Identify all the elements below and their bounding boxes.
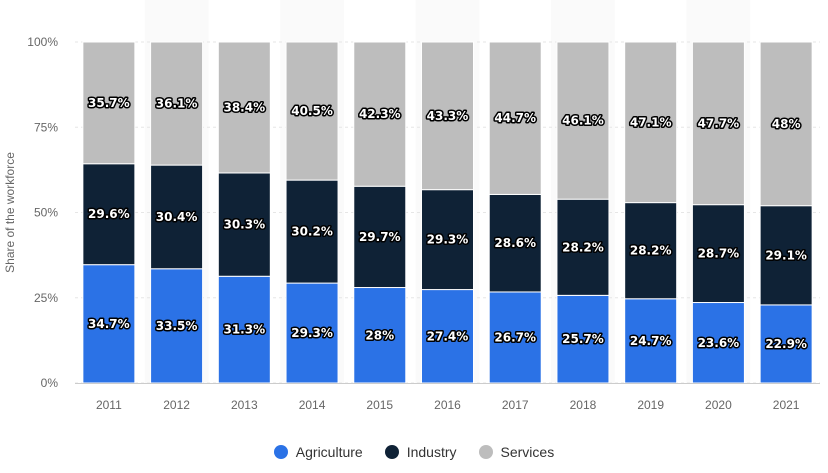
- data-label: 30.4%: [156, 210, 198, 224]
- data-label: 28.2%: [630, 244, 672, 258]
- legend-item-services[interactable]: Services: [478, 444, 555, 460]
- data-label: 30.3%: [223, 218, 265, 232]
- legend-label-services: Services: [500, 444, 555, 460]
- data-label: 29.6%: [88, 207, 130, 221]
- bar-services: [624, 41, 678, 204]
- data-label: 43.3%: [427, 109, 469, 123]
- data-label: 23.6%: [698, 336, 740, 350]
- x-tick-label: 2013: [231, 398, 258, 412]
- data-label: 47.7%: [698, 116, 740, 130]
- data-label: 29.3%: [291, 326, 333, 340]
- bar-services: [759, 41, 813, 207]
- data-label: 46.1%: [562, 114, 604, 128]
- y-tick-label: 50%: [34, 206, 58, 220]
- bar-agriculture: [759, 304, 813, 384]
- bar-services: [150, 41, 204, 166]
- bar-industry: [150, 164, 204, 270]
- bar-agriculture: [488, 291, 542, 384]
- x-tick-label: 2019: [637, 398, 664, 412]
- data-label: 24.7%: [630, 334, 672, 348]
- data-label: 48%: [772, 117, 801, 131]
- legend-label-industry: Industry: [406, 444, 457, 460]
- bar-industry: [217, 172, 271, 277]
- bar-services: [488, 41, 542, 195]
- y-tick-label: 100%: [27, 35, 58, 49]
- data-label: 42.3%: [359, 107, 401, 121]
- stacked-bar-chart: 0% 25% 50% 75% 100% Share of the workforce 34.…: [3, 35, 820, 412]
- data-label: 31.3%: [223, 323, 265, 337]
- bar-agriculture: [353, 287, 407, 384]
- services-dot-icon: [478, 445, 493, 459]
- x-tick-label: 2018: [570, 398, 597, 412]
- data-label: 34.7%: [88, 317, 130, 331]
- agriculture-dot-icon: [273, 445, 288, 459]
- x-tick-label: 2017: [502, 398, 529, 412]
- data-label: 29.3%: [427, 233, 469, 247]
- data-label: 30.2%: [291, 225, 333, 239]
- bar-agriculture: [82, 264, 136, 384]
- bar-services: [285, 41, 339, 181]
- x-tick-label: 2016: [434, 398, 461, 412]
- industry-dot-icon: [384, 445, 399, 459]
- data-label: 44.7%: [494, 111, 536, 125]
- x-tick-label: 2015: [366, 398, 393, 412]
- x-tick-label: 2011: [96, 398, 122, 412]
- x-tick-label: 2021: [773, 398, 800, 412]
- bar-industry: [759, 205, 813, 306]
- legend-item-industry[interactable]: Industry: [384, 444, 457, 460]
- legend-item-agriculture[interactable]: Agriculture: [273, 444, 363, 460]
- bar-industry: [353, 185, 407, 289]
- data-label: 25.7%: [562, 332, 604, 346]
- data-label: 28.7%: [698, 247, 740, 261]
- bar-industry: [82, 163, 136, 266]
- x-tick-label: 2020: [705, 398, 732, 412]
- bar-services: [691, 41, 745, 206]
- data-label: 40.5%: [291, 104, 333, 118]
- y-tick-label: 25%: [34, 291, 58, 305]
- bar-services: [556, 41, 610, 200]
- y-axis-title: Share of the workforce: [3, 152, 17, 273]
- data-label: 27.4%: [427, 329, 469, 343]
- bar-agriculture: [691, 302, 745, 384]
- bar-services: [353, 41, 407, 187]
- y-tick-label: 0%: [41, 376, 59, 390]
- bar-services: [421, 41, 474, 191]
- data-label: 33.5%: [156, 319, 198, 333]
- data-label: 38.4%: [223, 100, 265, 114]
- x-tick-label: 2014: [299, 398, 326, 412]
- data-label: 28.2%: [562, 240, 604, 254]
- bar-agriculture: [624, 298, 678, 384]
- legend-label-agriculture: Agriculture: [295, 444, 363, 460]
- legend: Agriculture Industry Services: [0, 444, 828, 460]
- bar-agriculture: [421, 289, 474, 384]
- data-label: 36.1%: [156, 97, 198, 111]
- bar-industry: [556, 198, 610, 296]
- bar-services: [217, 41, 271, 174]
- data-label: 29.7%: [359, 230, 401, 244]
- x-tick-label: 2012: [163, 398, 190, 412]
- data-label: 47.1%: [630, 115, 672, 129]
- data-label: 26.7%: [494, 330, 536, 344]
- data-label: 28%: [365, 328, 394, 342]
- data-label: 35.7%: [88, 96, 130, 110]
- data-label: 29.1%: [765, 248, 807, 262]
- data-label: 28.6%: [494, 236, 536, 250]
- bar-agriculture: [285, 282, 339, 384]
- y-tick-label: 75%: [34, 120, 58, 134]
- bar-agriculture: [217, 275, 271, 384]
- bar-agriculture: [150, 268, 204, 384]
- bar-services: [82, 41, 136, 165]
- data-label: 22.9%: [765, 337, 807, 351]
